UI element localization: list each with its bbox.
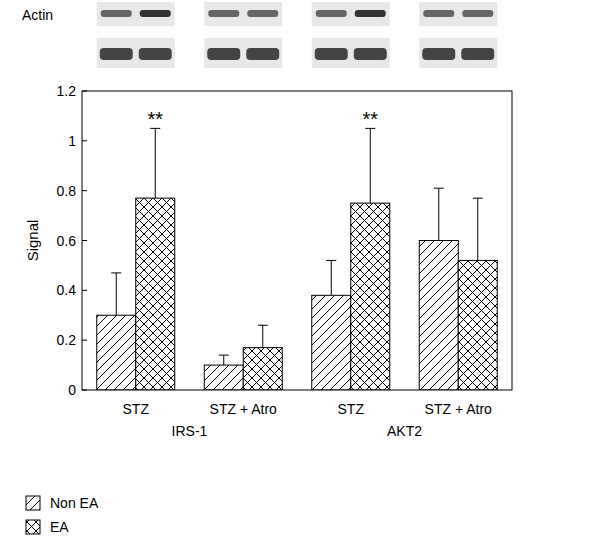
y-tick-label: 0.8 xyxy=(57,183,77,199)
error-bar xyxy=(434,188,444,240)
blot-band xyxy=(422,48,455,60)
x-tick-label: STZ xyxy=(123,401,150,417)
bar xyxy=(351,203,390,390)
error-line xyxy=(262,325,263,347)
blot-band xyxy=(461,48,494,60)
bar xyxy=(458,260,497,390)
y-axis-label: Signal xyxy=(24,220,41,262)
error-bar xyxy=(219,355,229,365)
error-line xyxy=(438,188,439,240)
blot-strip xyxy=(312,38,390,68)
blot-band xyxy=(208,10,239,17)
blot-label: Actin xyxy=(22,7,53,23)
blot-band xyxy=(462,10,493,17)
x-tick-label: STZ + Atro xyxy=(425,401,493,417)
blot-strip xyxy=(419,2,497,26)
error-bar xyxy=(326,260,336,295)
y-tick xyxy=(82,140,87,141)
y-tick xyxy=(82,390,87,391)
error-cap xyxy=(473,198,483,199)
blot-strip xyxy=(204,38,282,68)
bar xyxy=(419,241,458,391)
blot-strip xyxy=(97,38,175,68)
x-tick-label: STZ xyxy=(338,401,365,417)
blot-band xyxy=(140,10,171,17)
x-tick-label: STZ + Atro xyxy=(210,401,278,417)
blot-strip xyxy=(204,2,282,26)
error-bar xyxy=(365,128,375,203)
y-tick-label: 0.2 xyxy=(57,332,77,348)
error-cap xyxy=(434,188,444,189)
error-line xyxy=(116,273,117,315)
blot-strip xyxy=(419,38,497,68)
y-tick xyxy=(82,190,87,191)
error-line xyxy=(370,128,371,203)
group-label: AKT2 xyxy=(387,423,422,439)
y-tick-label: 0.4 xyxy=(57,282,77,298)
error-line xyxy=(155,128,156,198)
error-bar xyxy=(111,273,121,315)
bar xyxy=(312,295,351,390)
error-cap xyxy=(219,355,229,356)
error-line xyxy=(223,355,224,365)
legend-swatch xyxy=(26,520,40,534)
bar xyxy=(204,365,243,390)
error-bar xyxy=(258,325,268,347)
blot-band xyxy=(316,10,347,17)
frame xyxy=(82,91,512,390)
error-line xyxy=(477,198,478,260)
error-line xyxy=(331,260,332,295)
significance: ** xyxy=(362,108,378,130)
blot-band xyxy=(354,48,387,60)
blot-band xyxy=(423,10,454,17)
legend-label: EA xyxy=(50,519,69,535)
blot-band xyxy=(100,48,133,60)
legend-swatch xyxy=(26,496,40,510)
blot-band xyxy=(315,48,348,60)
y-tick xyxy=(82,340,87,341)
blot-band xyxy=(101,10,132,17)
y-tick xyxy=(82,240,87,241)
bars xyxy=(97,128,498,390)
error-cap xyxy=(326,260,336,261)
blot xyxy=(97,2,498,68)
blot-band xyxy=(139,48,172,60)
blot-strip xyxy=(97,2,175,26)
blot-band xyxy=(246,48,279,60)
blot-band xyxy=(207,48,240,60)
chart: Actin ** ** 0 0.2 0.4 0.6 0.8 1 1.2 Signal STZ STZ +… xyxy=(0,0,600,541)
y-tick xyxy=(82,290,87,291)
y-tick-label: 0.6 xyxy=(57,233,77,249)
y-tick-label: 1 xyxy=(68,133,76,149)
error-cap xyxy=(258,325,268,326)
y-tick xyxy=(82,91,87,92)
bar xyxy=(243,348,282,390)
y-tick-label: 0 xyxy=(68,382,76,398)
error-cap xyxy=(111,272,121,273)
error-bar xyxy=(150,128,160,198)
group-label: IRS-1 xyxy=(172,423,208,439)
significance: ** xyxy=(147,108,163,130)
blot-strip xyxy=(312,2,390,26)
y-tick-label: 1.2 xyxy=(57,83,77,99)
blot-band xyxy=(247,10,278,17)
blot-band xyxy=(355,10,386,17)
bar xyxy=(136,198,175,390)
error-bar xyxy=(473,198,483,260)
legend-label: Non EA xyxy=(50,495,99,511)
bar xyxy=(97,315,136,390)
